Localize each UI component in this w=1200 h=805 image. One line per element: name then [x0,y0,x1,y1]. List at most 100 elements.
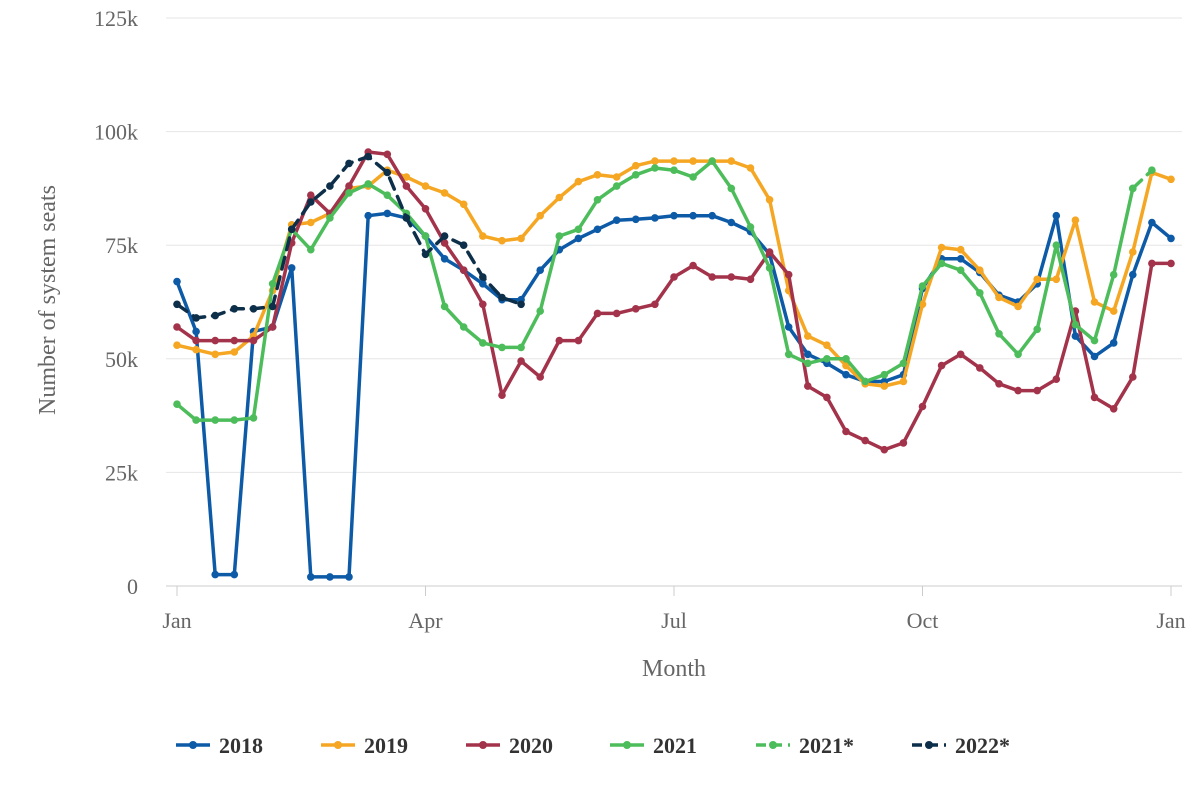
legend-label: 2020 [509,733,553,758]
data-point [517,343,525,352]
data-point [479,300,487,309]
legend-item-2022-projected[interactable]: 2022* [912,733,1010,758]
data-point [880,445,889,454]
data-point [804,359,812,368]
data-point [536,266,544,275]
data-point [612,173,621,181]
data-point [268,302,277,311]
data-point [574,225,583,234]
series-2021 [173,157,1137,424]
data-point [918,300,927,309]
data-point [230,570,239,579]
data-point [937,361,946,370]
data-point [727,184,736,193]
series-2018 [173,209,1175,581]
data-point [307,573,315,581]
legend-item-2020[interactable]: 2020 [466,733,553,758]
data-point [1167,175,1175,184]
data-point [765,264,774,272]
legend-marker [479,741,487,749]
data-point [555,336,564,345]
data-point [956,245,965,254]
data-point [1052,375,1061,384]
data-point [421,205,430,213]
data-point [574,177,583,186]
data-point [517,300,525,309]
data-point [345,182,353,190]
legend-item-2019[interactable]: 2019 [321,733,408,758]
x-axis: Jan Apr Jul Oct Jan [162,585,1186,633]
data-point [1090,336,1099,345]
data-point [364,152,373,161]
data-point [689,173,697,181]
legend-marker [925,741,933,749]
data-point [689,211,697,220]
data-point [268,323,277,331]
data-point [459,200,468,209]
data-point [479,280,487,288]
data-point [287,264,296,272]
data-point [823,341,831,350]
legend: 2018 2019 2020 2021 2021* 2022* [176,733,1010,758]
data-point [593,171,602,179]
data-point [1109,270,1118,279]
data-point [1052,275,1061,284]
data-point [1167,259,1175,268]
data-point [536,373,544,381]
data-point [995,293,1003,302]
data-point [383,150,392,159]
data-point [632,171,640,179]
y-axis-title: Number of system seats [35,185,61,415]
data-point [708,211,716,220]
data-point [956,266,965,275]
legend-item-2021[interactable]: 2021 [610,733,697,758]
data-point [1052,211,1061,220]
data-point [574,234,583,243]
data-point [440,254,449,263]
data-point [173,323,181,331]
data-point [192,314,200,322]
data-point [383,168,392,177]
data-point [708,157,716,165]
data-point [479,232,487,240]
data-point [995,330,1003,338]
data-point [746,164,755,172]
data-point [479,273,487,281]
data-point [459,241,468,249]
data-point [956,350,965,359]
data-point [746,275,755,284]
series-lines [173,148,1175,581]
data-point [632,215,640,224]
data-point [421,250,430,259]
data-point [670,166,678,174]
data-point [536,211,544,220]
series-2021-projected [1129,166,1156,193]
legend-item-2021-projected[interactable]: 2021* [756,733,854,758]
data-point [1071,216,1080,224]
data-point [440,239,449,247]
y-axis: 0 25k 50k 75k 100k 125k [94,6,138,599]
data-point [727,157,736,165]
x-tick-label: Jan [162,608,191,633]
data-point [402,214,411,222]
legend-label: 2021 [653,733,697,758]
data-point [937,243,946,252]
data-point [880,370,889,379]
data-point [956,254,965,263]
data-point [1148,259,1156,268]
data-point [421,182,430,190]
data-point [345,573,353,581]
data-point [192,336,200,345]
data-point [1109,307,1118,315]
data-point [211,416,219,424]
data-point [937,259,946,268]
data-point [651,157,659,165]
data-point [421,232,430,240]
data-point [1033,325,1041,334]
data-point [612,309,621,318]
data-point [268,280,277,288]
legend-item-2018[interactable]: 2018 [176,733,263,758]
data-point [1033,275,1041,284]
data-point [765,248,774,256]
